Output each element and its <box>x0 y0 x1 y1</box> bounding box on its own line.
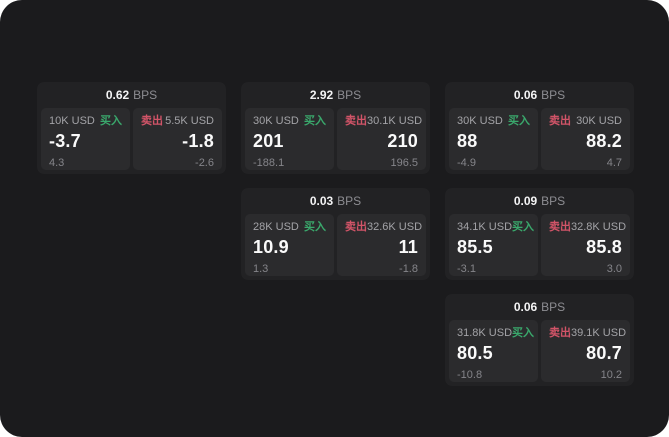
sell-side-label: 卖出 <box>549 327 571 339</box>
sell-delta: 10.2 <box>600 369 622 381</box>
quote-tiles: 30K USD 买入 88 -4.9 卖出 30K USD 88.2 4.7 <box>445 105 634 174</box>
bps-value: 0.06 <box>513 88 538 102</box>
buy-quote-tile[interactable]: 28K USD 买入 10.9 1.3 <box>245 214 334 276</box>
bps-header: 0.09 BPS <box>445 188 634 211</box>
buy-side-label: 买入 <box>512 221 535 233</box>
bps-value: 0.62 <box>105 88 130 102</box>
buy-quote-tile[interactable]: 31.8K USD 买入 80.5 -10.8 <box>449 320 538 382</box>
buy-price: 88 <box>457 131 478 151</box>
buy-delta: -10.8 <box>457 369 483 381</box>
bps-value: 0.06 <box>513 300 538 314</box>
sell-quote-tile[interactable]: 卖出 39.1K USD 80.7 10.2 <box>541 320 630 382</box>
quote-tiles: 30K USD 买入 201 -188.1 卖出 30.1K USD 210 1… <box>241 105 430 174</box>
bps-header: 0.62 BPS <box>37 82 226 105</box>
buy-notional: 34.1K USD <box>457 221 513 233</box>
sell-quote-tile[interactable]: 卖出 30K USD 88.2 4.7 <box>541 108 630 170</box>
buy-quote-tile[interactable]: 10K USD 买入 -3.7 4.3 <box>41 108 130 170</box>
sell-price: 80.7 <box>586 343 622 363</box>
sell-delta: 196.5 <box>390 157 418 169</box>
sell-side-label: 卖出 <box>141 115 163 127</box>
sell-price: 210 <box>387 131 418 151</box>
buy-delta: -3.1 <box>457 263 476 275</box>
buy-notional: 30K USD <box>457 115 503 127</box>
sell-price: 11 <box>398 237 418 257</box>
bps-unit-label: BPS <box>541 88 566 102</box>
quote-card: 0.62 BPS 10K USD 买入 -3.7 4.3 卖出 <box>37 82 226 174</box>
bps-header: 0.03 BPS <box>241 188 430 211</box>
sell-side-label: 卖出 <box>549 221 571 233</box>
bps-header: 0.06 BPS <box>445 82 634 105</box>
buy-price: 85.5 <box>457 237 493 257</box>
buy-side-label: 买入 <box>512 327 535 339</box>
quote-card: 0.09 BPS 34.1K USD 买入 85.5 -3.1 卖出 <box>445 188 634 280</box>
buy-notional: 31.8K USD <box>457 327 513 339</box>
sell-price: 88.2 <box>586 131 622 151</box>
sell-price: 85.8 <box>586 237 622 257</box>
bps-value: 2.92 <box>309 88 334 102</box>
bps-unit-label: BPS <box>541 194 566 208</box>
buy-quote-tile[interactable]: 30K USD 买入 88 -4.9 <box>449 108 538 170</box>
bps-unit-label: BPS <box>337 88 362 102</box>
buy-delta: -188.1 <box>253 157 285 169</box>
sell-notional: 30.1K USD <box>367 115 423 127</box>
sell-delta: -2.6 <box>195 157 214 169</box>
buy-delta: -4.9 <box>457 157 476 169</box>
bps-unit-label: BPS <box>133 88 158 102</box>
sell-price: -1.8 <box>182 131 214 151</box>
sell-notional: 32.6K USD <box>367 221 423 233</box>
buy-notional: 28K USD <box>253 221 299 233</box>
sell-notional: 32.8K USD <box>571 221 627 233</box>
quote-card: 0.03 BPS 28K USD 买入 10.9 1.3 卖出 <box>241 188 430 280</box>
sell-notional: 39.1K USD <box>571 327 627 339</box>
buy-price: 201 <box>253 131 284 151</box>
bps-value: 0.03 <box>309 194 334 208</box>
quote-tiles: 31.8K USD 买入 80.5 -10.8 卖出 39.1K USD 80.… <box>445 317 634 386</box>
quote-tiles: 28K USD 买入 10.9 1.3 卖出 32.6K USD 11 -1.8 <box>241 211 430 280</box>
quote-tiles: 34.1K USD 买入 85.5 -3.1 卖出 32.8K USD 85.8… <box>445 211 634 280</box>
quote-card: 2.92 BPS 30K USD 买入 201 -188.1 卖出 <box>241 82 430 174</box>
sell-quote-tile[interactable]: 卖出 5.5K USD -1.8 -2.6 <box>133 108 222 170</box>
buy-price: -3.7 <box>49 131 81 151</box>
buy-notional: 10K USD <box>49 115 95 127</box>
buy-delta: 1.3 <box>253 263 269 275</box>
sell-delta: 4.7 <box>606 157 622 169</box>
buy-side-label: 买入 <box>304 221 326 233</box>
bps-unit-label: BPS <box>337 194 362 208</box>
bps-unit-label: BPS <box>541 300 566 314</box>
bps-header: 0.06 BPS <box>445 294 634 317</box>
sell-side-label: 卖出 <box>345 221 367 233</box>
sell-quote-tile[interactable]: 卖出 32.8K USD 85.8 3.0 <box>541 214 630 276</box>
sell-quote-tile[interactable]: 卖出 30.1K USD 210 196.5 <box>337 108 426 170</box>
buy-quote-tile[interactable]: 30K USD 买入 201 -188.1 <box>245 108 334 170</box>
sell-quote-tile[interactable]: 卖出 32.6K USD 11 -1.8 <box>337 214 426 276</box>
buy-delta: 4.3 <box>49 157 65 169</box>
sell-notional: 30K USD <box>576 115 622 127</box>
buy-quote-tile[interactable]: 34.1K USD 买入 85.5 -3.1 <box>449 214 538 276</box>
buy-side-label: 买入 <box>508 115 530 127</box>
sell-delta: -1.8 <box>399 263 418 275</box>
sell-side-label: 卖出 <box>549 115 571 127</box>
sell-delta: 3.0 <box>606 263 622 275</box>
buy-price: 80.5 <box>457 343 493 363</box>
bps-header: 2.92 BPS <box>241 82 430 105</box>
buy-price: 10.9 <box>253 237 289 257</box>
quote-grid: 0.62 BPS 10K USD 买入 -3.7 4.3 卖出 <box>37 82 634 386</box>
quote-tiles: 10K USD 买入 -3.7 4.3 卖出 5.5K USD -1.8 -2.… <box>37 105 226 174</box>
quote-card: 0.06 BPS 30K USD 买入 88 -4.9 卖出 <box>445 82 634 174</box>
buy-side-label: 买入 <box>304 115 326 127</box>
buy-notional: 30K USD <box>253 115 299 127</box>
buy-side-label: 买入 <box>100 115 122 127</box>
sell-notional: 5.5K USD <box>165 115 214 127</box>
bps-value: 0.09 <box>513 194 538 208</box>
sell-side-label: 卖出 <box>345 115 367 127</box>
quote-card: 0.06 BPS 31.8K USD 买入 80.5 -10.8 卖 <box>445 294 634 386</box>
